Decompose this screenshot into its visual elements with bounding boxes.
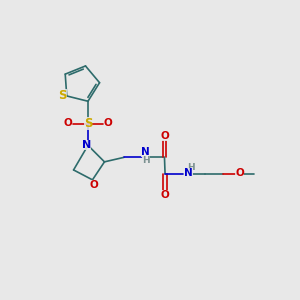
Text: H: H	[188, 163, 195, 172]
Text: O: O	[161, 190, 170, 200]
Text: N: N	[142, 147, 150, 157]
Text: N: N	[184, 168, 193, 178]
Text: O: O	[63, 118, 72, 128]
Text: O: O	[104, 118, 113, 128]
Text: O: O	[90, 180, 98, 190]
Text: S: S	[58, 89, 67, 103]
Text: O: O	[160, 131, 169, 141]
Text: O: O	[235, 168, 244, 178]
Text: H: H	[142, 156, 150, 165]
Text: S: S	[84, 117, 92, 130]
Text: N: N	[82, 140, 92, 150]
